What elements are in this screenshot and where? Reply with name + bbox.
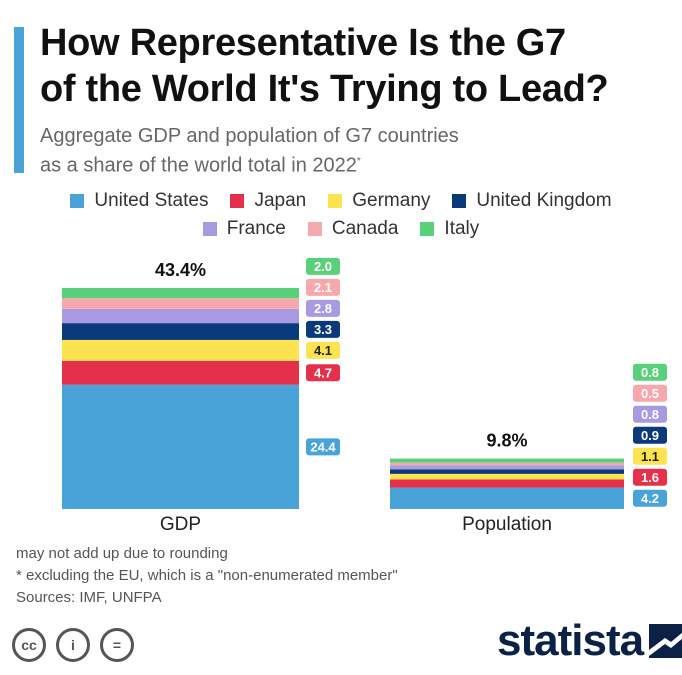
value-label-gdp-united-states: 24.4 [310, 439, 336, 454]
attribution-icon[interactable]: i [56, 628, 90, 662]
subtitle-line-2-text: as a share of the world total in 2022 [40, 154, 357, 177]
subtitle-line-2: as a share of the world total in 2022* [40, 149, 459, 179]
value-badge-population-italy [633, 363, 667, 381]
legend-swatch-germany [328, 194, 343, 208]
value-badge-gdp-united-kingdom [306, 320, 340, 338]
bar-segment-population-united-kingdom [390, 469, 624, 474]
legend-label-canada: Canada [331, 218, 399, 239]
title-accent-bar [14, 27, 24, 173]
total-label-gdp: 43.4% [155, 260, 206, 280]
legend-swatch-italy [420, 222, 435, 236]
cc-icon[interactable]: cc [12, 628, 46, 662]
bar-segment-gdp-canada [62, 298, 299, 309]
value-badge-gdp-united-states [306, 438, 340, 456]
value-label-gdp-united-kingdom: 3.3 [314, 322, 332, 337]
statista-logo[interactable]: statista [497, 616, 682, 666]
license-icons: cc i = [12, 628, 144, 662]
value-badge-gdp-france [306, 299, 340, 317]
statista-mark-icon [649, 624, 682, 658]
no-derivatives-icon[interactable]: = [100, 628, 134, 662]
value-label-gdp-france: 2.8 [314, 301, 332, 316]
value-label-gdp-japan: 4.7 [314, 365, 332, 380]
legend-swatch-united-kingdom [452, 194, 467, 208]
value-badge-population-france [633, 405, 667, 423]
value-label-population-germany: 1.1 [641, 449, 659, 464]
category-label-population: Population [462, 514, 552, 535]
bar-segment-gdp-united-kingdom [62, 323, 299, 340]
value-label-population-italy: 0.8 [641, 365, 659, 380]
total-label-population: 9.8% [486, 431, 527, 451]
note-eu-footnote: * excluding the EU, which is a "non-enum… [16, 567, 398, 584]
legend-swatch-france [202, 222, 217, 236]
bar-segment-gdp-japan [62, 360, 299, 385]
brand-name: statista [497, 616, 644, 665]
legend-label-germany: Germany [352, 190, 431, 211]
chart-legend: United States Japan Germany United Kingdom … [0, 187, 682, 243]
bar-segment-gdp-germany [62, 339, 299, 361]
legend-swatch-united-states [70, 194, 85, 208]
legend-row-1: United States Japan Germany United Kingdom [0, 187, 682, 215]
value-badge-population-japan [633, 468, 667, 486]
value-badge-gdp-canada [306, 278, 340, 296]
value-badge-gdp-italy [306, 257, 340, 275]
value-label-gdp-canada: 2.1 [314, 280, 332, 295]
legend-item-united-kingdom: United Kingdom [452, 190, 612, 212]
legend-item-germany: Germany [328, 190, 430, 212]
bar-segment-population-france [390, 465, 624, 470]
bar-segment-population-united-states [390, 487, 624, 509]
subtitle-footnote-mark: * [356, 156, 361, 167]
note-rounding: may not add up due to rounding [16, 545, 228, 562]
note-sources: Sources: IMF, UNFPA [16, 589, 162, 606]
legend-item-canada: Canada [307, 218, 399, 240]
legend-item-united-states: United States [70, 190, 208, 212]
bar-segment-gdp-france [62, 308, 299, 324]
bar-segment-population-germany [390, 473, 624, 480]
value-badge-gdp-germany [306, 341, 340, 359]
legend-label-france: France [226, 218, 286, 239]
subtitle-line-1: Aggregate GDP and population of G7 count… [40, 125, 459, 147]
value-label-population-united-states: 4.2 [641, 491, 659, 506]
chart-notes: may not add up due to rounding * excludi… [16, 543, 398, 609]
legend-label-united-kingdom: United Kingdom [476, 190, 612, 211]
legend-item-italy: Italy [420, 218, 479, 240]
value-label-population-canada: 0.5 [641, 386, 659, 401]
value-label-gdp-italy: 2.0 [314, 259, 332, 274]
stacked-bar-chart: 24.4 4.7 4.1 3.3 2.8 2.1 2.0 43.4% GDP 4.2 1.6 1.1 0… [62, 257, 667, 535]
chart-subtitle: Aggregate GDP and population of G7 count… [40, 123, 459, 179]
bar-segment-population-japan [390, 479, 624, 488]
value-label-gdp-germany: 4.1 [314, 343, 332, 358]
value-badge-population-united-kingdom [633, 426, 667, 444]
legend-row-2: France Canada Italy [0, 215, 682, 243]
value-label-population-japan: 1.6 [641, 470, 659, 485]
legend-item-france: France [202, 218, 286, 240]
legend-label-italy: Italy [444, 218, 480, 239]
chart-title: How Representative Is the G7 of the Worl… [40, 22, 609, 110]
value-badge-population-germany [633, 447, 667, 465]
value-label-population-france: 0.8 [641, 407, 659, 422]
bar-segment-gdp-italy [62, 288, 299, 299]
bar-segment-gdp-united-states [62, 384, 299, 509]
value-badge-gdp-japan [306, 364, 340, 382]
legend-swatch-japan [230, 194, 245, 208]
legend-item-japan: Japan [230, 190, 306, 212]
value-badge-population-united-states [633, 489, 667, 507]
legend-label-united-states: United States [94, 190, 209, 211]
legend-label-japan: Japan [254, 190, 307, 211]
value-badge-population-canada [633, 384, 667, 402]
value-label-population-united-kingdom: 0.9 [641, 428, 659, 443]
bar-segment-population-italy [390, 458, 624, 463]
category-label-gdp: GDP [160, 514, 201, 535]
bar-segment-population-canada [390, 462, 624, 466]
legend-swatch-canada [307, 222, 322, 236]
